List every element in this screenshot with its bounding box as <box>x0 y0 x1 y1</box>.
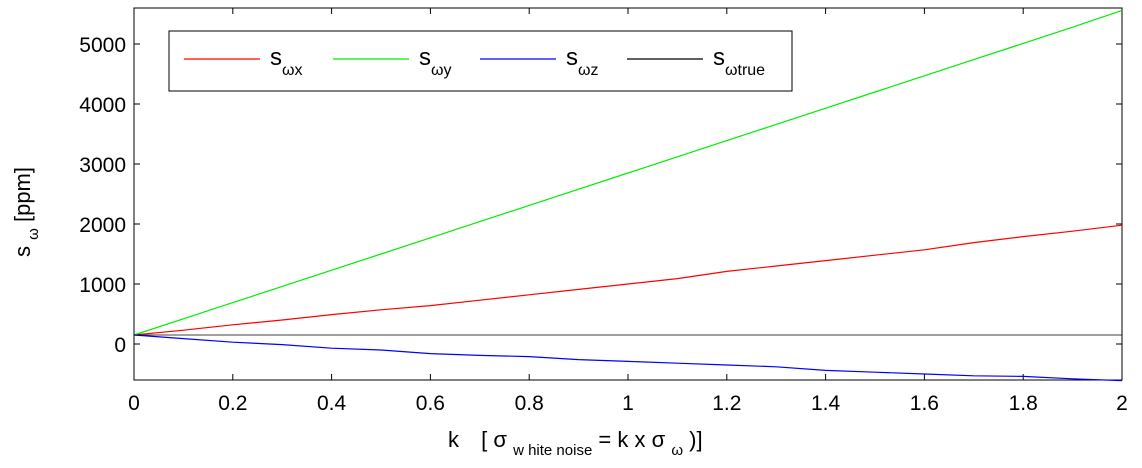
series-lines <box>133 9 1123 382</box>
legend: sωx sωy sωz sωtrue <box>168 30 793 92</box>
x-tick-label: 2 <box>1116 392 1128 415</box>
x-tick-label: 0.6 <box>416 392 445 415</box>
x-tick-label: 1.4 <box>811 392 841 415</box>
y-tick-labels: 0 1000 2000 3000 4000 5000 <box>79 34 126 357</box>
x-axis-equation: = k x <box>598 427 651 452</box>
y-axis-title: s ω [ppm] <box>10 167 43 257</box>
y-tick-label: 5000 <box>79 34 126 57</box>
x-axis-k: k <box>448 427 460 452</box>
x-axis-sigma2: σ <box>652 427 666 452</box>
y-tick-label: 1000 <box>79 274 126 297</box>
series-line-ωx <box>133 224 1123 336</box>
x-tick-label: 0.2 <box>218 392 247 415</box>
y-tick-label: 3000 <box>79 154 126 177</box>
x-axis-sigma-subscript: w hite noise <box>512 442 592 459</box>
series-line-ωz <box>133 334 1123 382</box>
legend-label-ωx: sωx <box>270 44 303 79</box>
x-tick-label: 0 <box>128 392 140 415</box>
y-tick-label: 0 <box>114 334 126 357</box>
series-line-ωy <box>133 9 1123 336</box>
legend-box <box>168 30 793 92</box>
x-axis-sigma2-subscript: ω <box>671 442 683 459</box>
x-tick-label: 1 <box>622 392 634 415</box>
x-axis-bracket-close: )] <box>689 427 702 452</box>
x-tick-label: 1.8 <box>1009 392 1038 415</box>
x-tick-label: 1.2 <box>712 392 741 415</box>
x-axis-title: k [ σ w hite noise = k x σ ω )] <box>448 427 703 460</box>
x-axis-bracket: [ <box>481 427 487 452</box>
legend-label-ωtrue: sωtrue <box>713 44 765 79</box>
x-tick-label: 1.6 <box>910 392 939 415</box>
y-axis-subscript: ω <box>25 228 42 240</box>
x-tick-label: 0.8 <box>515 392 544 415</box>
y-tick-label: 4000 <box>79 94 126 117</box>
legend-label-ωz: sωz <box>566 44 599 79</box>
x-tick-label: 0.4 <box>317 392 347 415</box>
x-tick-labels: 0 0.2 0.4 0.6 0.8 1 1.2 1.4 1.6 1.8 2 <box>128 392 1128 415</box>
y-axis-s: s <box>10 246 35 257</box>
x-axis-sigma: σ <box>493 427 507 452</box>
y-axis-unit: [ppm] <box>10 167 35 222</box>
y-tick-label: 2000 <box>79 214 126 237</box>
legend-label-ωy: sωy <box>419 44 452 79</box>
